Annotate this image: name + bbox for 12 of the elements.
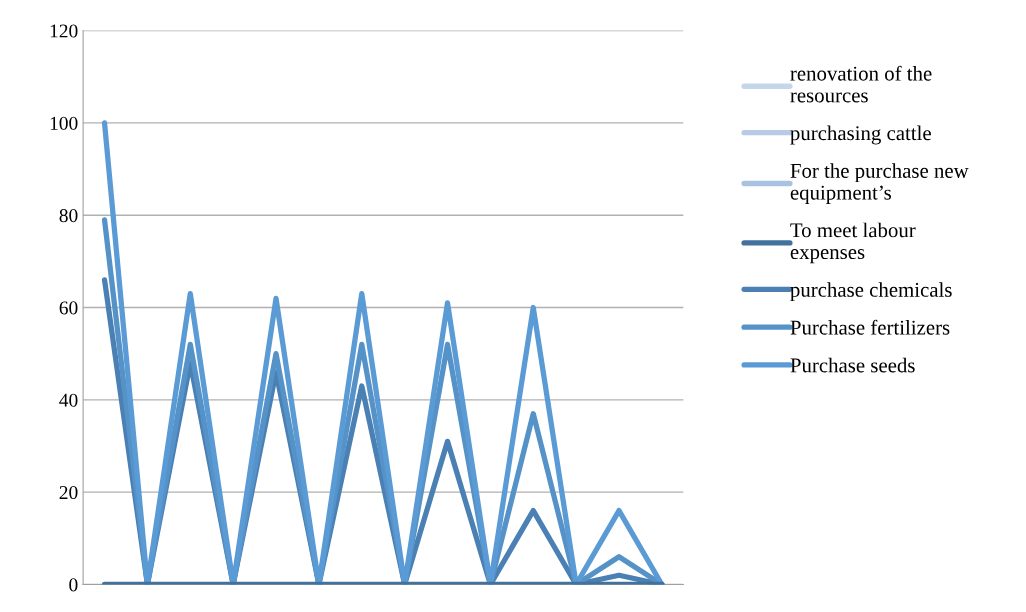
legend-label: Purchase seeds xyxy=(790,357,915,373)
y-tick-label: 40 xyxy=(59,393,78,407)
legend-label: purchasing cattle xyxy=(790,125,931,145)
legend-label: For the purchase new equipment’s xyxy=(790,163,969,204)
y-tick-label: 20 xyxy=(59,485,78,500)
y-tick-label: 120 xyxy=(50,24,78,38)
legend-label: Purchase fertilizers xyxy=(790,319,950,335)
y-tick-label: 60 xyxy=(59,301,78,315)
y-tick-label: 100 xyxy=(50,116,78,130)
y-tick-label: 0 xyxy=(69,578,78,592)
legend-label: purchase chemicals xyxy=(790,282,952,302)
y-tick-label: 80 xyxy=(59,209,78,223)
